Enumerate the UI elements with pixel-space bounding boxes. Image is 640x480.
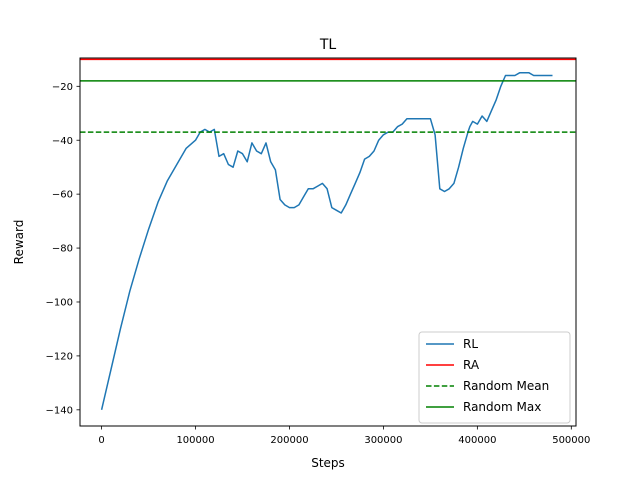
series-rl-line [100, 72, 553, 410]
legend-label: RL [463, 337, 478, 351]
legend-label: Random Max [463, 400, 541, 414]
y-tick-label: −100 [46, 298, 73, 309]
legend-box [418, 331, 571, 424]
y-tick-label: −60 [52, 190, 73, 201]
x-tick-label: 0 [98, 435, 104, 446]
plot-frame [79, 57, 577, 427]
y-tick-label: −120 [46, 352, 73, 363]
y-tick-label: −80 [52, 244, 73, 255]
x-tick-label: 200000 [270, 435, 308, 446]
x-tick-label: 400000 [458, 435, 496, 446]
y-tick-label: −40 [52, 136, 73, 147]
y-tick-label: −20 [52, 82, 73, 93]
legend-label: RA [463, 358, 480, 372]
x-tick-label: 300000 [364, 435, 402, 446]
legend: RL RA Random Mean Random Max [418, 331, 571, 424]
legend-label: Random Mean [463, 379, 549, 393]
x-tick-label: 100000 [176, 435, 214, 446]
chart-title: TL [319, 37, 337, 53]
x-axis-label: Steps [311, 456, 345, 470]
y-tick-label: −140 [46, 405, 73, 416]
y-axis-label: Reward [12, 220, 26, 265]
x-tick-label: 500000 [552, 435, 590, 446]
